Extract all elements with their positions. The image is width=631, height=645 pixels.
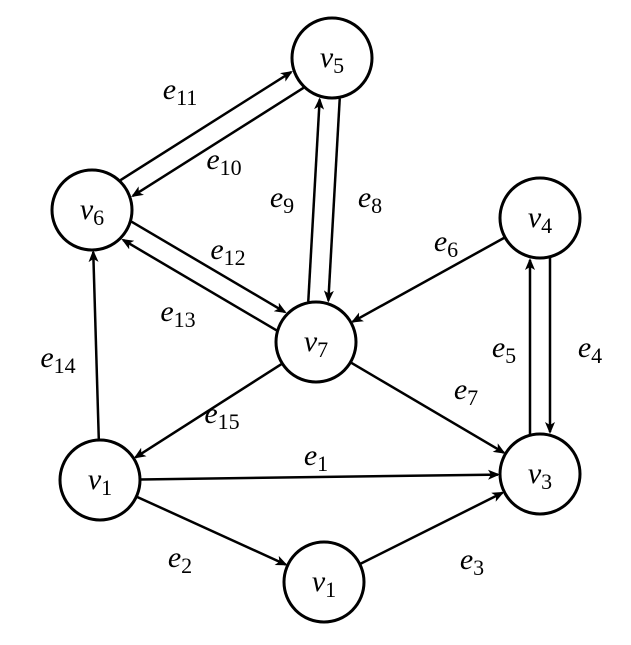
nodes-layer: v5v6v4v7v1v3v1 — [52, 18, 580, 622]
edge-label-e1: e1 — [304, 439, 328, 476]
edge-e14 — [93, 252, 99, 440]
edge-label-e10: e10 — [206, 143, 241, 180]
edge-label-e9: e9 — [270, 181, 294, 218]
edge-label-e11: e11 — [163, 73, 198, 110]
edge-label-e2: e2 — [168, 541, 192, 578]
edge-e2 — [136, 497, 285, 565]
directed-graph: v5v6v4v7v1v3v1 e1 e2 e3 e4 e5 e6 e7 e8 e9 e10e11 e… — [0, 0, 631, 645]
edge-label-e4: e4 — [578, 331, 602, 368]
edge-label-e3: e3 — [460, 543, 484, 580]
edge-label-e7: e7 — [454, 373, 478, 410]
edge-e6 — [353, 237, 505, 321]
edge-label-e13: e13 — [160, 295, 195, 332]
edge-e13 — [123, 240, 276, 330]
edge-e8 — [328, 98, 339, 300]
edge-e12 — [132, 222, 285, 312]
edge-label-e12: e12 — [210, 233, 245, 270]
edge-label-e5: e5 — [492, 331, 516, 368]
edge-label-e8: e8 — [358, 181, 382, 218]
edge-e9 — [308, 99, 319, 301]
edge-label-e14: e14 — [40, 341, 75, 378]
edge-e3 — [360, 493, 503, 564]
edge-label-e6: e6 — [434, 225, 458, 262]
edge-e7 — [350, 362, 503, 452]
